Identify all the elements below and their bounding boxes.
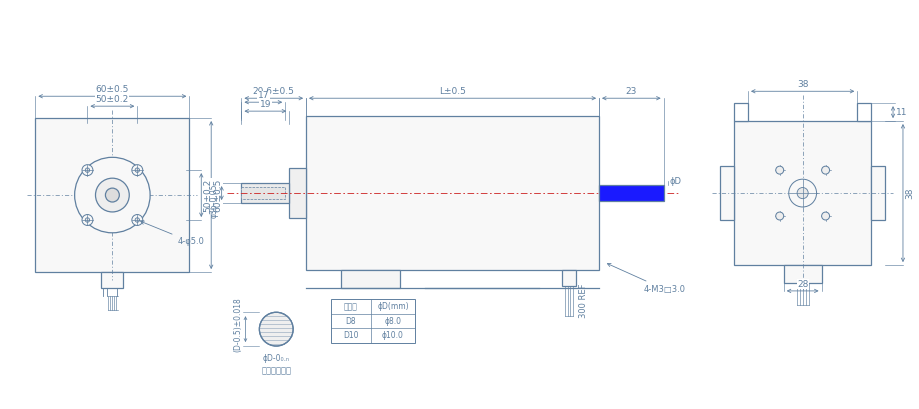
Bar [259,312,293,317]
Text: 11: 11 [895,108,906,117]
Circle shape [85,218,89,222]
Circle shape [135,218,140,222]
Circle shape [96,178,130,212]
Circle shape [82,215,93,225]
Bar [306,116,598,270]
Circle shape [775,212,783,220]
Bar [241,183,289,203]
Circle shape [131,215,142,225]
Text: 轴代号: 轴代号 [344,302,357,311]
Text: OMC: OMC [427,200,506,229]
Text: 4-φ5.0: 4-φ5.0 [141,221,204,246]
Text: 38: 38 [796,80,808,89]
Bar [562,270,575,286]
Text: 4-M3□3.0: 4-M3□3.0 [607,263,685,294]
Text: 300 REF: 300 REF [579,283,587,318]
Bar [733,103,747,121]
Bar [720,166,733,220]
Text: 50±0.2: 50±0.2 [96,95,129,104]
Bar [783,265,821,283]
Bar [289,168,306,218]
Text: 轴单扁剖视图: 轴单扁剖视图 [261,366,291,375]
Bar [331,299,414,343]
Bar [733,121,870,265]
Bar [101,272,123,288]
Text: D8: D8 [345,317,356,326]
Text: φ36-0.05: φ36-0.05 [209,184,218,218]
Text: 38: 38 [904,187,913,199]
Bar [857,103,870,121]
Text: D10: D10 [343,331,358,340]
Text: ϕ10.0: ϕ10.0 [381,331,403,340]
Circle shape [259,312,293,346]
Text: ϕD-0₀.ₙ: ϕD-0₀.ₙ [263,354,289,363]
Circle shape [106,188,119,202]
Circle shape [85,168,89,172]
Circle shape [74,157,150,233]
Circle shape [788,179,816,207]
Text: 50±0.2: 50±0.2 [203,178,212,212]
Text: ϕD(mm): ϕD(mm) [377,302,408,311]
Circle shape [135,168,140,172]
Text: (D-0.5)±0.018: (D-0.5)±0.018 [233,297,242,352]
Text: ϕD: ϕD [669,177,681,186]
Circle shape [821,166,829,174]
Bar [598,185,663,201]
Circle shape [131,165,142,175]
Circle shape [82,165,93,175]
Circle shape [796,187,807,199]
Text: 17: 17 [257,91,268,100]
Text: L±0.5: L±0.5 [438,87,466,96]
Text: 20.6±0.5: 20.6±0.5 [253,87,294,96]
Circle shape [821,212,829,220]
Text: ϕ8.0: ϕ8.0 [384,317,401,326]
Text: 60±0.5: 60±0.5 [96,85,129,94]
Bar [241,187,285,199]
Text: 28: 28 [796,280,808,289]
Bar [35,118,189,272]
Text: 60±0.5: 60±0.5 [213,178,222,212]
Circle shape [775,166,783,174]
Text: 19: 19 [259,100,271,109]
Text: 23: 23 [625,87,636,96]
Bar [340,270,400,288]
Bar [870,166,884,220]
